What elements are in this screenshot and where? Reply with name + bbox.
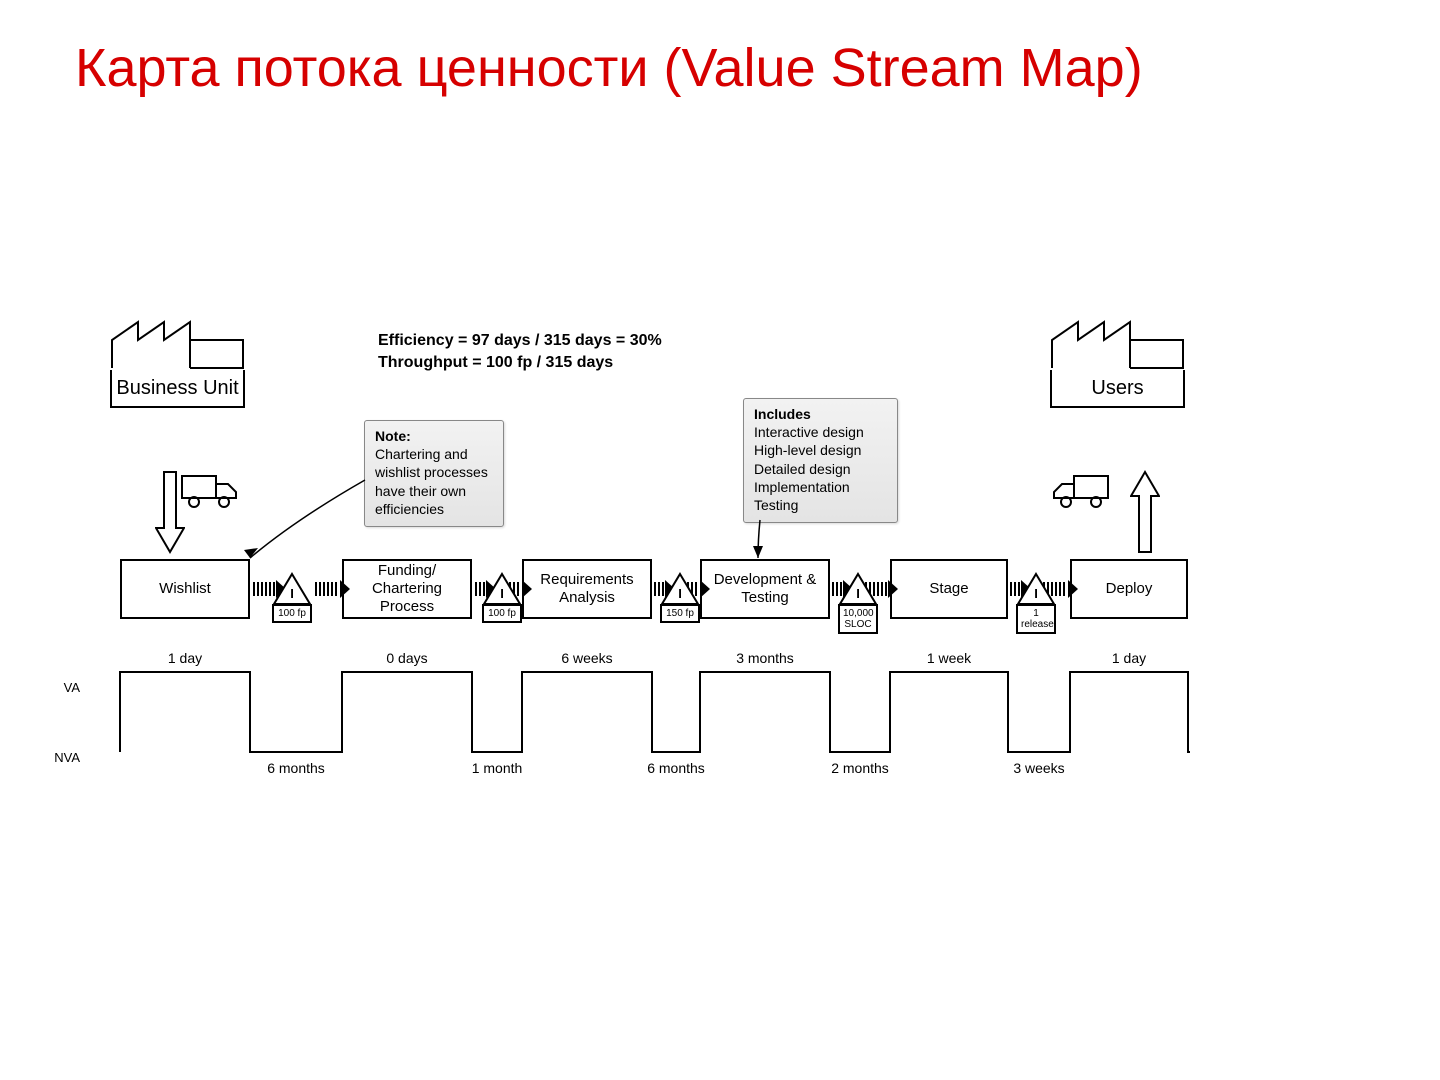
inventory-label: 100 fp bbox=[272, 604, 312, 623]
timeline-nva-value: 2 months bbox=[810, 760, 910, 776]
inventory-marker: I 100 fp bbox=[482, 572, 522, 623]
triangle-icon: I bbox=[660, 572, 700, 606]
timeline-va-value: 1 day bbox=[120, 650, 250, 666]
vsm-diagram: Business Unit Users Efficiency = 97 days… bbox=[60, 280, 1380, 840]
timeline-va-value: 3 months bbox=[700, 650, 830, 666]
timeline-va-value: 0 days bbox=[342, 650, 472, 666]
page-title: Карта потока ценности (Value Stream Map) bbox=[75, 35, 1380, 103]
svg-text:I: I bbox=[290, 586, 294, 601]
inventory-marker: I 1 release bbox=[1016, 572, 1056, 634]
inventory-label: 100 fp bbox=[482, 604, 522, 623]
svg-text:I: I bbox=[500, 586, 504, 601]
inventory-label: 10,000 SLOC bbox=[838, 604, 878, 634]
inventory-marker: I 10,000 SLOC bbox=[838, 572, 878, 634]
process-box: Requirements Analysis bbox=[522, 559, 652, 619]
inventory-label: 150 fp bbox=[660, 604, 700, 623]
inventory-marker: I 150 fp bbox=[660, 572, 700, 623]
timeline-step-line bbox=[60, 668, 1200, 758]
svg-text:I: I bbox=[678, 586, 682, 601]
timeline-va-value: 1 day bbox=[1070, 650, 1188, 666]
process-box: Deploy bbox=[1070, 559, 1188, 619]
triangle-icon: I bbox=[838, 572, 878, 606]
push-arrow-icon bbox=[314, 578, 352, 600]
svg-text:I: I bbox=[856, 586, 860, 601]
process-box: Wishlist bbox=[120, 559, 250, 619]
triangle-icon: I bbox=[482, 572, 522, 606]
triangle-icon: I bbox=[272, 572, 312, 606]
inventory-marker: I 100 fp bbox=[272, 572, 312, 623]
timeline-nva-value: 3 weeks bbox=[989, 760, 1089, 776]
process-box: Funding/ Chartering Process bbox=[342, 559, 472, 619]
inventory-label: 1 release bbox=[1016, 604, 1056, 634]
timeline-nva-value: 6 months bbox=[626, 760, 726, 776]
svg-text:I: I bbox=[1034, 586, 1038, 601]
timeline-nva-value: 1 month bbox=[447, 760, 547, 776]
triangle-icon: I bbox=[1016, 572, 1056, 606]
process-box: Stage bbox=[890, 559, 1008, 619]
timeline-va-value: 6 weeks bbox=[522, 650, 652, 666]
timeline-va-value: 1 week bbox=[890, 650, 1008, 666]
timeline-nva-value: 6 months bbox=[246, 760, 346, 776]
process-box: Development & Testing bbox=[700, 559, 830, 619]
